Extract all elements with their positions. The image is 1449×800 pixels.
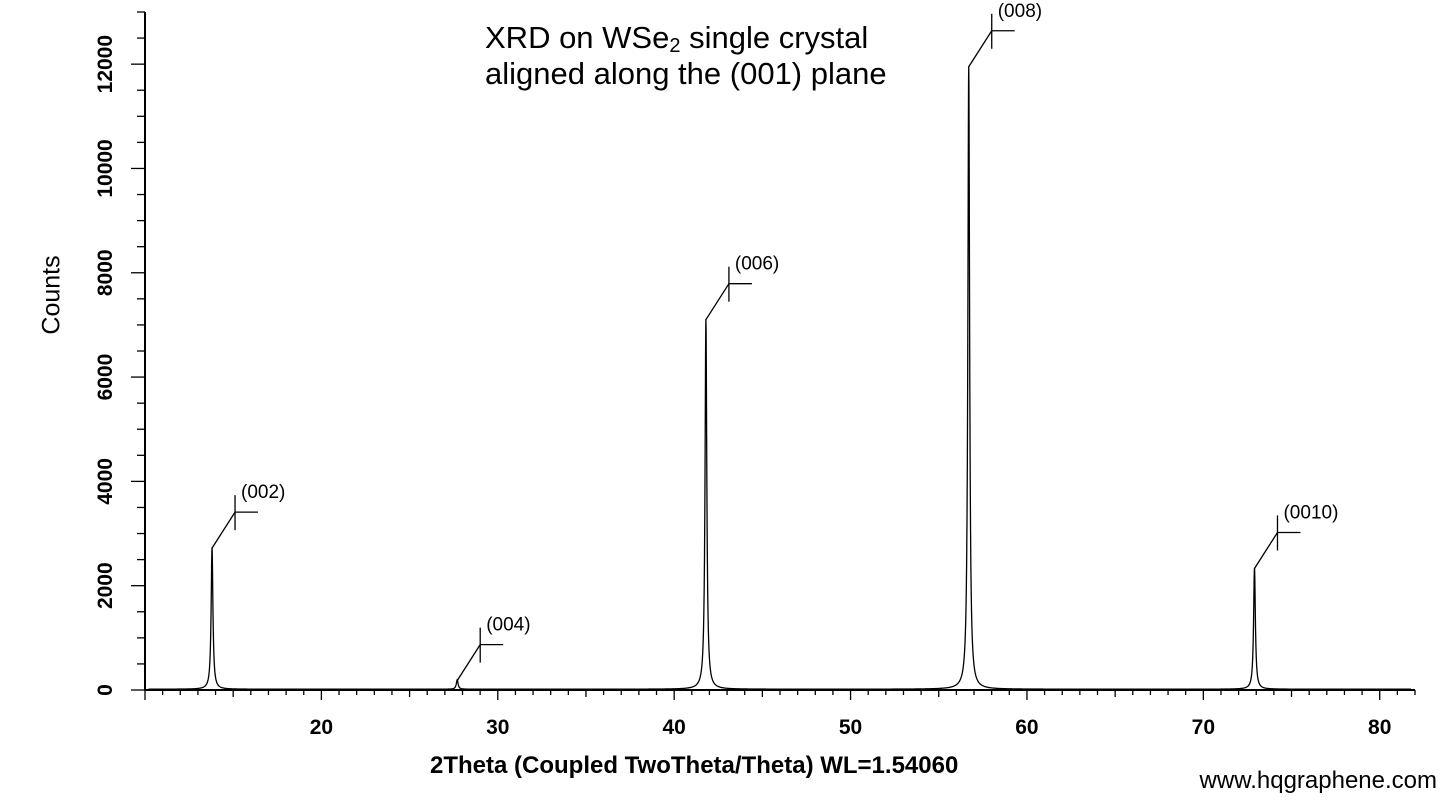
y-tick-label: 0 bbox=[94, 684, 117, 696]
y-axis-ticks: 0 2000 4000 6000 8000 10000 12000 bbox=[94, 11, 145, 696]
peak-label: (008) bbox=[998, 1, 1042, 22]
y-tick-label: 12000 bbox=[94, 35, 117, 93]
peak-leader-line bbox=[456, 644, 481, 681]
x-tick-label: 70 bbox=[1192, 716, 1215, 739]
peak-leader-line bbox=[1253, 532, 1279, 569]
peak-label: (004) bbox=[486, 615, 530, 636]
x-tick-label: 30 bbox=[486, 716, 509, 739]
y-tick-label: 8000 bbox=[94, 249, 117, 296]
watermark-url: www.hqgraphene.com bbox=[1199, 767, 1437, 794]
y-axis-label: Counts bbox=[37, 255, 66, 335]
y-tick-label: 6000 bbox=[94, 354, 117, 401]
y-tick-label: 4000 bbox=[94, 458, 117, 505]
chart-title-line2: aligned along the (001) plane bbox=[485, 56, 887, 91]
peak-label: (0010) bbox=[1283, 502, 1338, 523]
x-tick-label: 20 bbox=[310, 716, 333, 739]
x-axis-ticks: 20 30 40 50 60 70 80 bbox=[144, 690, 1416, 739]
chart-title-line1: XRD on WSe2 single crystal bbox=[485, 20, 869, 57]
peak-leader-line bbox=[968, 30, 993, 68]
chart-title: XRD on WSe2 single crystal aligned along… bbox=[485, 20, 887, 92]
x-tick-label: 80 bbox=[1368, 716, 1391, 739]
x-tick-label: 60 bbox=[1015, 716, 1038, 739]
axes bbox=[144, 12, 1415, 691]
peak-leader-line bbox=[705, 283, 730, 321]
x-axis-label: 2Theta (Coupled TwoTheta/Theta) WL=1.540… bbox=[430, 752, 959, 779]
peak-label: (002) bbox=[241, 482, 285, 503]
y-tick-label: 2000 bbox=[94, 562, 117, 609]
x-tick-label: 50 bbox=[839, 716, 862, 739]
peak-leader-line bbox=[211, 511, 236, 549]
peak-annotations: (002) (004) (006) (008) (0010) bbox=[211, 1, 1338, 681]
peak-label: (006) bbox=[735, 254, 779, 275]
xrd-trace-line bbox=[148, 65, 1412, 690]
y-tick-label: 10000 bbox=[94, 139, 117, 197]
x-tick-label: 40 bbox=[662, 716, 685, 739]
